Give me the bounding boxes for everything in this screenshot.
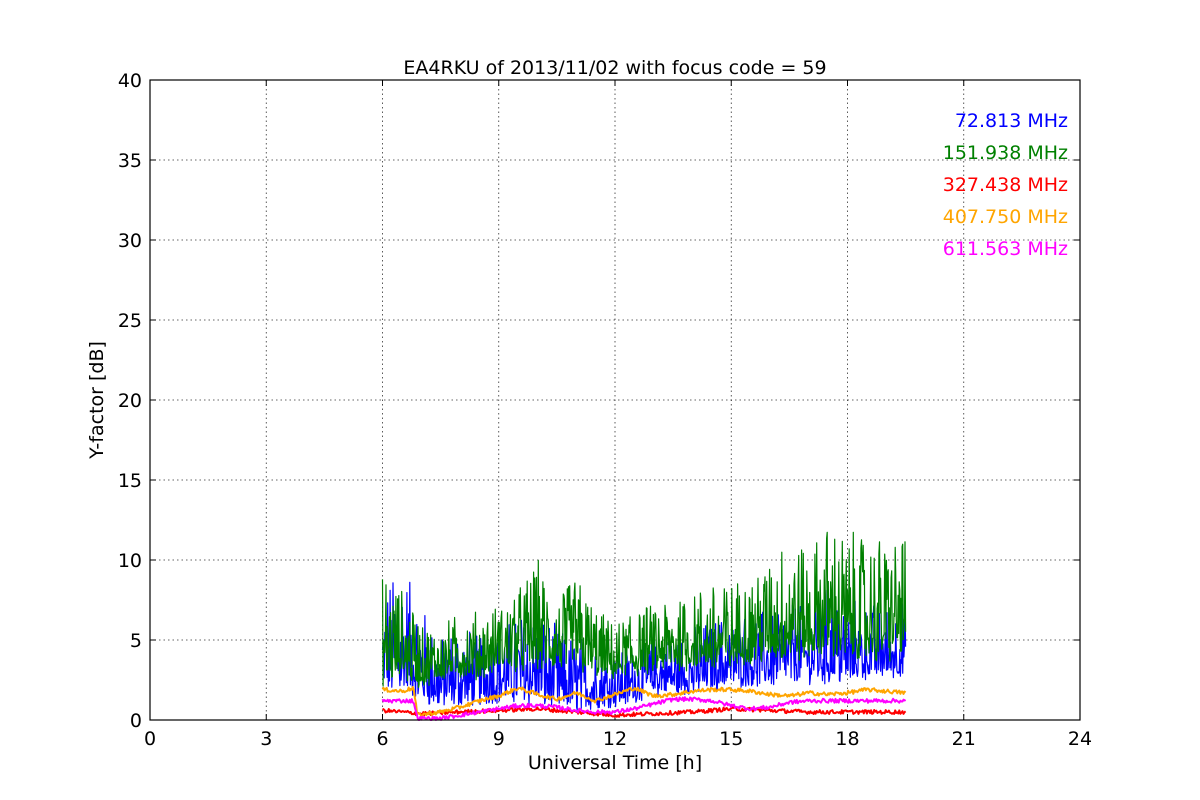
x-tick-label: 3 bbox=[260, 728, 272, 750]
y-tick-label: 40 bbox=[118, 70, 142, 92]
x-tick-label: 21 bbox=[952, 728, 976, 750]
x-tick-label: 18 bbox=[835, 728, 859, 750]
y-tick-label: 5 bbox=[130, 630, 142, 652]
x-tick-label: 12 bbox=[603, 728, 627, 750]
legend-entry: 327.438 MHz bbox=[943, 174, 1068, 196]
y-tick-label: 10 bbox=[118, 550, 142, 572]
x-tick-label: 24 bbox=[1068, 728, 1092, 750]
y-tick-label: 35 bbox=[118, 150, 142, 172]
legend-entry: 611.563 MHz bbox=[943, 238, 1068, 260]
x-tick-label: 6 bbox=[376, 728, 388, 750]
y-tick-label: 0 bbox=[130, 710, 142, 732]
plot-frame bbox=[149, 79, 1081, 721]
x-tick-label: 15 bbox=[719, 728, 743, 750]
series-line-3 bbox=[381, 686, 907, 718]
x-axis-label: Universal Time [h] bbox=[528, 752, 702, 774]
legend-entry: 407.750 MHz bbox=[943, 206, 1068, 228]
grid-lines bbox=[150, 80, 1080, 720]
y-tick-label: 30 bbox=[118, 230, 142, 252]
legend-entry: 72.813 MHz bbox=[955, 110, 1068, 132]
y-axis-label: Y-factor [dB] bbox=[86, 341, 108, 460]
chart-title: EA4RKU of 2013/11/02 with focus code = 5… bbox=[403, 57, 826, 79]
y-tick-label: 25 bbox=[118, 310, 142, 332]
y-tick-label: 15 bbox=[118, 470, 142, 492]
plot-area-series bbox=[381, 531, 907, 721]
series-line-4 bbox=[381, 696, 907, 721]
axis-ticks: 0 3 6 9 12 15 18 21 24 0 5 10 15 20 25 30 35 40 bbox=[118, 70, 1092, 750]
x-tick-label: 0 bbox=[144, 728, 156, 750]
x-tick-label: 9 bbox=[493, 728, 505, 750]
legend: 72.813 MHz 151.938 MHz 327.438 MHz 407.750 … bbox=[943, 110, 1068, 260]
legend-entry: 151.938 MHz bbox=[943, 142, 1068, 164]
y-tick-label: 20 bbox=[118, 390, 142, 412]
series-line-1 bbox=[381, 531, 907, 688]
